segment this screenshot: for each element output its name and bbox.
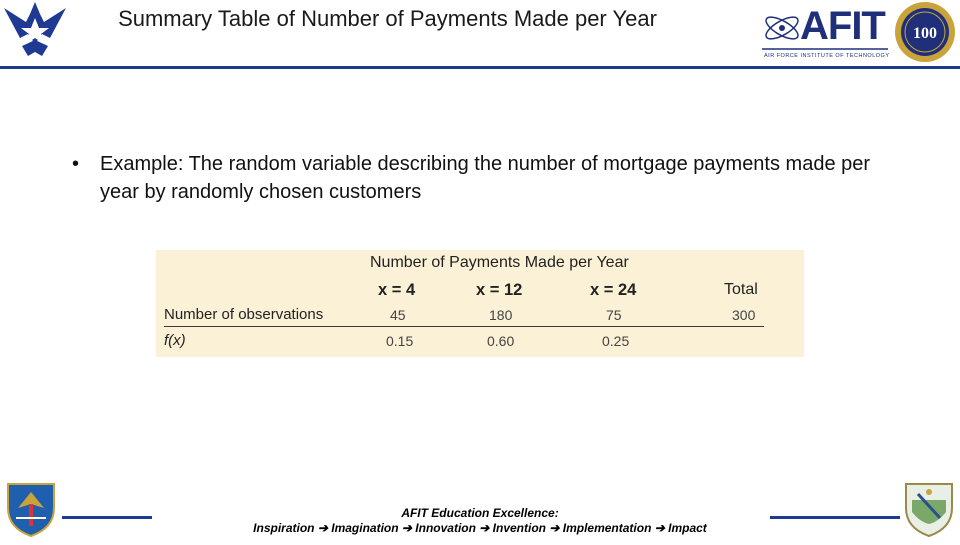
aetc-shield-icon bbox=[0, 478, 62, 540]
payments-table: Number of Payments Made per Year x = 4 x… bbox=[156, 250, 804, 357]
footer-divider-left bbox=[62, 516, 152, 519]
bullet-text: Example: The random variable describing … bbox=[100, 153, 871, 203]
column-header-x4: x = 4 bbox=[378, 281, 416, 299]
cell-fx-x4: 0.15 bbox=[386, 333, 414, 349]
cell-obs-x24: 75 bbox=[606, 307, 622, 323]
row-label-fx: f(x) bbox=[164, 332, 186, 349]
afit-logo-icon bbox=[760, 2, 890, 62]
cell-obs-total: 300 bbox=[732, 307, 756, 323]
cell-obs-x4: 45 bbox=[390, 307, 406, 323]
column-header-x24: x = 24 bbox=[590, 281, 637, 299]
column-header-total: Total bbox=[724, 281, 758, 298]
footer-divider-right bbox=[770, 516, 900, 519]
cell-obs-x12: 180 bbox=[489, 307, 513, 323]
afit-100-seal-icon: 100 bbox=[893, 0, 957, 64]
table-rule bbox=[164, 326, 764, 327]
page-title: Summary Table of Number of Payments Made… bbox=[118, 6, 657, 31]
air-force-wing-icon bbox=[2, 0, 68, 62]
air-university-shield-icon bbox=[898, 478, 960, 540]
cell-fx-x24: 0.25 bbox=[602, 333, 630, 349]
footer-motto-line: Inspiration ➔ Imagination ➔ Innovation ➔… bbox=[253, 521, 707, 535]
header-divider bbox=[0, 66, 960, 69]
column-header-x12: x = 12 bbox=[476, 281, 523, 299]
row-label-observations: Number of observations bbox=[164, 306, 324, 323]
table-group-header: Number of Payments Made per Year bbox=[370, 254, 629, 271]
afit-wordmark: AFIT bbox=[800, 4, 886, 48]
footer-motto-title: AFIT Education Excellence: bbox=[401, 506, 559, 520]
bullet-dot: • bbox=[72, 153, 80, 175]
seal-text: 100 bbox=[913, 25, 937, 42]
afit-subtitle: AIR FORCE INSTITUTE OF TECHNOLOGY bbox=[764, 53, 890, 59]
bullet-item: • Example: The random variable describin… bbox=[72, 150, 892, 206]
cell-fx-x12: 0.60 bbox=[487, 333, 515, 349]
